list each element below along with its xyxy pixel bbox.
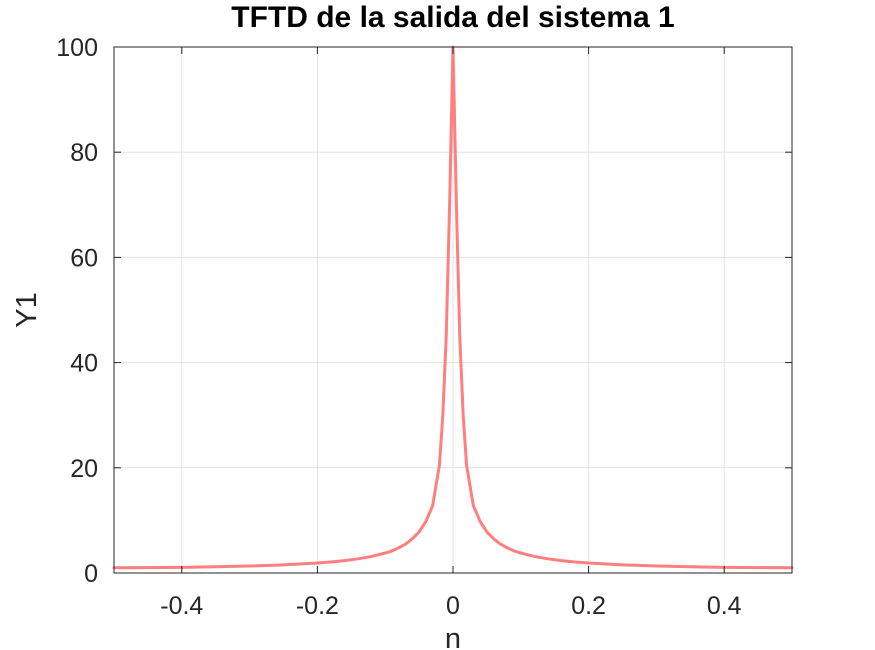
y-tick-label: 80 — [70, 139, 98, 167]
x-tick-label: -0.4 — [160, 592, 203, 620]
x-tick-label: -0.2 — [296, 592, 339, 620]
x-tick-labels: -0.4 -0.2 0 0.2 0.4 — [160, 592, 741, 620]
x-tick-label: 0 — [446, 592, 460, 620]
y-tick-label: 60 — [70, 244, 98, 272]
x-tick-label: 0.2 — [571, 592, 606, 620]
chart-title: TFTD de la salida del sistema 1 — [231, 1, 675, 34]
ticks — [114, 46, 792, 574]
y-tick-label: 100 — [56, 34, 98, 62]
y-tick-label: 20 — [70, 455, 98, 483]
y-tick-label: 40 — [70, 350, 98, 378]
x-axis-label: n — [445, 623, 461, 650]
x-tick-label: 0.4 — [707, 592, 742, 620]
y-tick-label: 0 — [84, 560, 98, 588]
y-tick-labels: 0 20 40 60 80 100 — [56, 34, 98, 588]
y-axis-label: Y1 — [11, 292, 43, 327]
